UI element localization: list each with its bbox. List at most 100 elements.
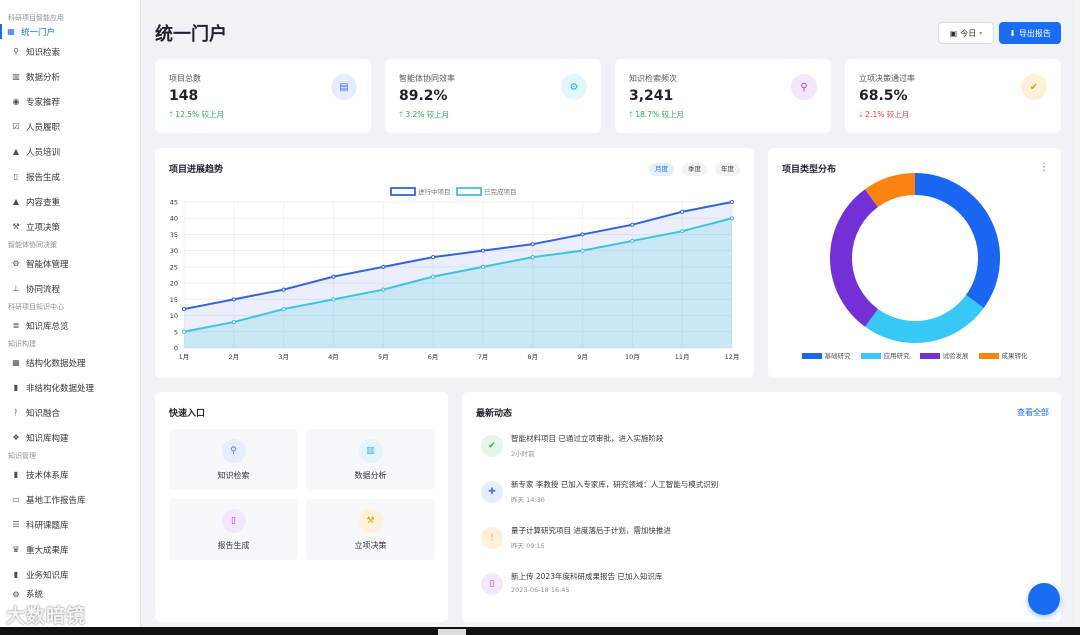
x-tick-label: 11月 <box>675 353 690 361</box>
sidebar-item-business-kb[interactable]: ▮ 业务知识库 <box>0 562 140 587</box>
sidebar-item-label: 报告生成 <box>26 172 61 183</box>
sidebar-item-label: 智能体管理 <box>26 259 69 270</box>
activity-item[interactable]: ! 量子计算研究项目 进度落后于计划，需加快推进 昨天 09:15 <box>481 522 1041 562</box>
activity-item[interactable]: ✚ 新专家 李教授 已加入专家库，研究领域：人工智能与模式识别 昨天 14:30 <box>481 476 1041 516</box>
activity-title: 最新动态 <box>476 409 513 419</box>
legend-swatch <box>390 187 416 196</box>
sidebar-item-agent-mgmt[interactable]: ⚙ 智能体管理 <box>0 251 140 276</box>
gavel-icon: ⚒ <box>12 222 20 231</box>
book-icon: ▮ <box>13 470 19 479</box>
sidebar-item-label: 结构化数据处理 <box>26 358 86 369</box>
y-tick-label: 5 <box>174 328 178 336</box>
series-line <box>183 201 733 311</box>
export-report-label: 导出报告 <box>1018 28 1051 38</box>
activity-text: 新专家 李教授 已加入专家库，研究领域：人工智能与模式识别 <box>511 480 719 489</box>
sidebar-item-portal[interactable]: ▦ 统一门户 <box>0 24 140 39</box>
sidebar-item-decision[interactable]: ⚒ 立项决策 <box>0 214 140 239</box>
sidebar-item-unstructured[interactable]: ▮ 非结构化数据处理 <box>0 375 140 400</box>
period-tab-year[interactable]: 年度 <box>715 163 740 176</box>
series-area <box>184 218 732 348</box>
quick-report-generation[interactable]: ▯ 报告生成 <box>169 499 298 560</box>
taskbar-tab[interactable] <box>438 629 466 635</box>
legend-item[interactable]: 试验发展 <box>919 350 969 360</box>
quick-data-analysis[interactable]: ▥ 数据分析 <box>306 429 435 490</box>
donut-slice <box>830 189 879 327</box>
export-report-button[interactable]: ⬇ 导出报告 <box>999 22 1061 44</box>
floating-action-button[interactable] <box>1028 583 1060 615</box>
sidebar-item-knowledge-search[interactable]: ⚲ 知识检索 <box>0 39 140 64</box>
sidebar-item-report[interactable]: ▯ 报告生成 <box>0 164 140 189</box>
stat-change: 🡑 3.2% 较上月 <box>399 110 450 119</box>
data-point <box>381 287 386 292</box>
sidebar-item-expert[interactable]: ◉ 专家推荐 <box>0 89 140 114</box>
file-icon: ▯ <box>13 172 19 181</box>
sidebar-item-label: 数据分析 <box>26 72 61 83</box>
sidebar-item-topics[interactable]: ☰ 科研课题库 <box>0 512 140 537</box>
legend-item[interactable]: 基础研究 <box>801 350 851 360</box>
sidebar-item-system[interactable]: ⚙ 系统 <box>0 587 140 601</box>
donut-chart <box>830 173 1000 343</box>
table-icon: ▦ <box>12 358 20 367</box>
x-tick-label: 8月 <box>527 353 538 361</box>
arrow-up-icon: 🡑 <box>629 110 633 119</box>
sidebar-item-structured[interactable]: ▦ 结构化数据处理 <box>0 350 140 375</box>
stat-value: 3,241 <box>629 88 674 104</box>
scrollbar[interactable] <box>1074 0 1080 627</box>
activity-item[interactable]: ✔ 智能材料项目 已通过立项审批，进入实施阶段 2小时前 <box>481 430 1041 470</box>
legend-item[interactable]: 成果转化 <box>978 350 1028 360</box>
quick-knowledge-search[interactable]: ⚲ 知识检索 <box>169 429 298 490</box>
calendar-icon: ▣ <box>949 28 958 38</box>
data-point <box>729 216 735 221</box>
graduation-icon: ▲ <box>12 147 20 156</box>
x-tick-label: 3月 <box>278 353 289 361</box>
sidebar-item-label: 科研课题库 <box>26 520 69 531</box>
activity-card: 最新动态 查看全部 ✔ 智能材料项目 已通过立项审批，进入实施阶段 2小时前 ✚… <box>462 392 1061 622</box>
sidebar-item-base-report[interactable]: ▭ 基地工作报告库 <box>0 487 140 512</box>
donut-legend: 基础研究 应用研究 试验发展 成果转化 <box>768 350 1061 360</box>
date-range-select[interactable]: ▣ 今日 ▾ <box>938 22 994 44</box>
trend-chart-title: 项目进展趋势 <box>169 165 224 175</box>
activity-time: 2023-06-18 16:45 <box>511 586 570 594</box>
quick-project-decision[interactable]: ⚒ 立项决策 <box>306 499 435 560</box>
sidebar: 科研项目智能应用 ▦ 统一门户 ⚲ 知识检索 ▥ 数据分析 ◉ 专家推荐 ☑ 人员履职 ▲… <box>0 0 141 635</box>
legend-item[interactable]: 应用研究 <box>860 350 910 360</box>
view-all-link[interactable]: 查看全部 <box>1017 408 1049 417</box>
x-tick-label: 6月 <box>428 353 439 361</box>
sidebar-item-kb-build[interactable]: ❖ 知识库构建 <box>0 425 140 450</box>
activity-text: 新上传 2023年度科研成果报告 已加入知识库 <box>511 572 663 581</box>
legend-swatch <box>456 187 482 196</box>
sidebar-item-duty[interactable]: ☑ 人员履职 <box>0 114 140 139</box>
data-point <box>430 274 436 279</box>
data-point <box>630 238 635 244</box>
type-distribution-title: 项目类型分布 <box>782 165 837 175</box>
sidebar-item-kb-overview[interactable]: ≣ 知识库总览 <box>0 313 140 338</box>
sidebar-item-data-analysis[interactable]: ▥ 数据分析 <box>0 64 140 89</box>
sidebar-item-training[interactable]: ▲ 人员培训 <box>0 139 140 164</box>
sidebar-item-label: 专家推荐 <box>26 97 61 108</box>
stat-label: 立项决策通过率 <box>859 74 915 83</box>
sidebar-item-achievements[interactable]: ♛ 重大成果库 <box>0 537 140 562</box>
sidebar-item-workflow[interactable]: ⊥ 协同流程 <box>0 276 140 301</box>
sidebar-item-fusion[interactable]: ᚹ 知识融合 <box>0 400 140 425</box>
period-tab-month[interactable]: 月度 <box>649 163 674 176</box>
portal-icon: ▦ <box>7 27 15 36</box>
series-area <box>184 202 732 348</box>
data-point <box>630 222 635 227</box>
sidebar-item-label: 协同流程 <box>26 284 61 295</box>
donut-slice <box>865 294 984 343</box>
sidebar-group-label: 科研项目知识中心 <box>8 303 64 311</box>
arrow-up-icon: 🡑 <box>399 110 403 119</box>
sidebar-group-label: 智能体协同决策 <box>8 241 57 249</box>
gear-icon: ⚙ <box>12 589 20 599</box>
sidebar-item-label: 技术体系库 <box>26 470 69 481</box>
type-distribution-card: 项目类型分布 ⋮ 基础研究 应用研究 试验发展 成果转化 <box>768 148 1061 378</box>
sidebar-group-label: 知识构建 <box>8 340 36 348</box>
period-tab-quarter[interactable]: 季度 <box>682 163 707 176</box>
chart-icon: ▥ <box>12 72 20 81</box>
activity-item[interactable]: ▯ 新上传 2023年度科研成果报告 已加入知识库 2023-06-18 16:… <box>481 568 1041 608</box>
sidebar-item-dup-check[interactable]: ▲ 内容查重 <box>0 189 140 214</box>
trophy-icon: ♛ <box>12 545 20 554</box>
sidebar-item-tech-system[interactable]: ▮ 技术体系库 <box>0 462 140 487</box>
stat-card-agent-efficiency: 智能体协同效率 89.2% 🡑 3.2% 较上月 ⚙ <box>385 59 601 133</box>
more-options-icon[interactable]: ⋮ <box>1039 162 1049 173</box>
